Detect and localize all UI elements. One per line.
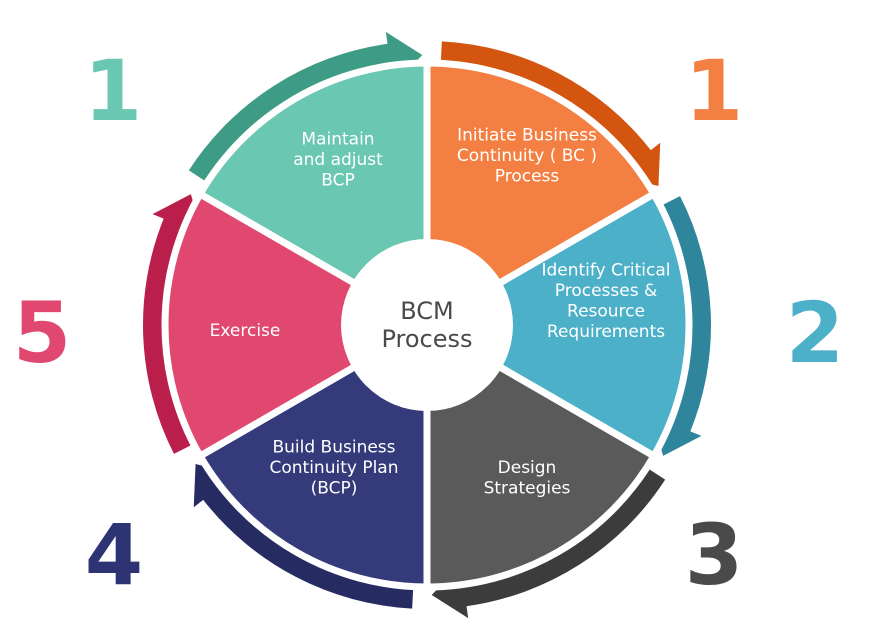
design-segment [423,321,658,591]
build-segment [196,321,431,591]
initiate-label: Initiate Business Continuity ( BC ) Proces… [457,126,597,187]
center-circle [341,239,513,411]
step-number-build: 4 [85,506,143,604]
initiate-label-line: Process [495,167,560,187]
maintain-label-line: Maintain [301,130,374,150]
maintain-segment [196,59,431,329]
identify-label-line: Resource [567,301,645,321]
identify-label-line: Processes & [555,281,657,301]
identify-label: Identify Critical Processes & Resource Requ… [541,260,670,342]
step-number-initiate: 1 [685,42,743,140]
design-label-line: Strategies [484,478,571,498]
step-number-design: 3 [685,506,743,604]
exercise-label-line: Exercise [210,321,281,341]
initiate-label-line: Continuity ( BC ) [457,146,597,166]
build-label-line: (BCP) [311,479,358,499]
identify-arrow [651,196,711,456]
exercise-segment [161,190,431,460]
maintain-label: Maintain and adjust BCP [293,130,383,191]
label-layer: Initiate Business Continuity ( BC ) Proces… [210,126,671,499]
build-label-line: Continuity Plan [269,458,398,478]
step-number-layer: 1 2 3 4 5 1 [13,42,844,604]
identify-segment [423,190,693,460]
step-number-identify: 2 [786,284,844,382]
segment-layer [161,59,693,591]
maintain-label-line: and adjust [293,150,383,170]
exercise-label: Exercise [210,321,281,341]
step-number-exercise: 5 [13,284,71,382]
maintain-label-line: BCP [321,171,355,191]
exercise-arrow [142,194,203,454]
center-title-line2: Process [381,325,472,353]
initiate-segment [423,59,658,329]
identify-label-line: Requirements [547,322,665,342]
design-label: Design Strategies [484,458,571,499]
step-number-maintain: 1 [84,42,142,140]
build-label: Build Business Continuity Plan (BCP) [269,438,398,499]
center-title-line1: BCM [400,297,454,325]
identify-label-line: Identify Critical [541,260,670,280]
design-label-line: Design [498,458,557,478]
initiate-label-line: Initiate Business [457,126,597,146]
build-label-line: Build Business [272,438,395,458]
